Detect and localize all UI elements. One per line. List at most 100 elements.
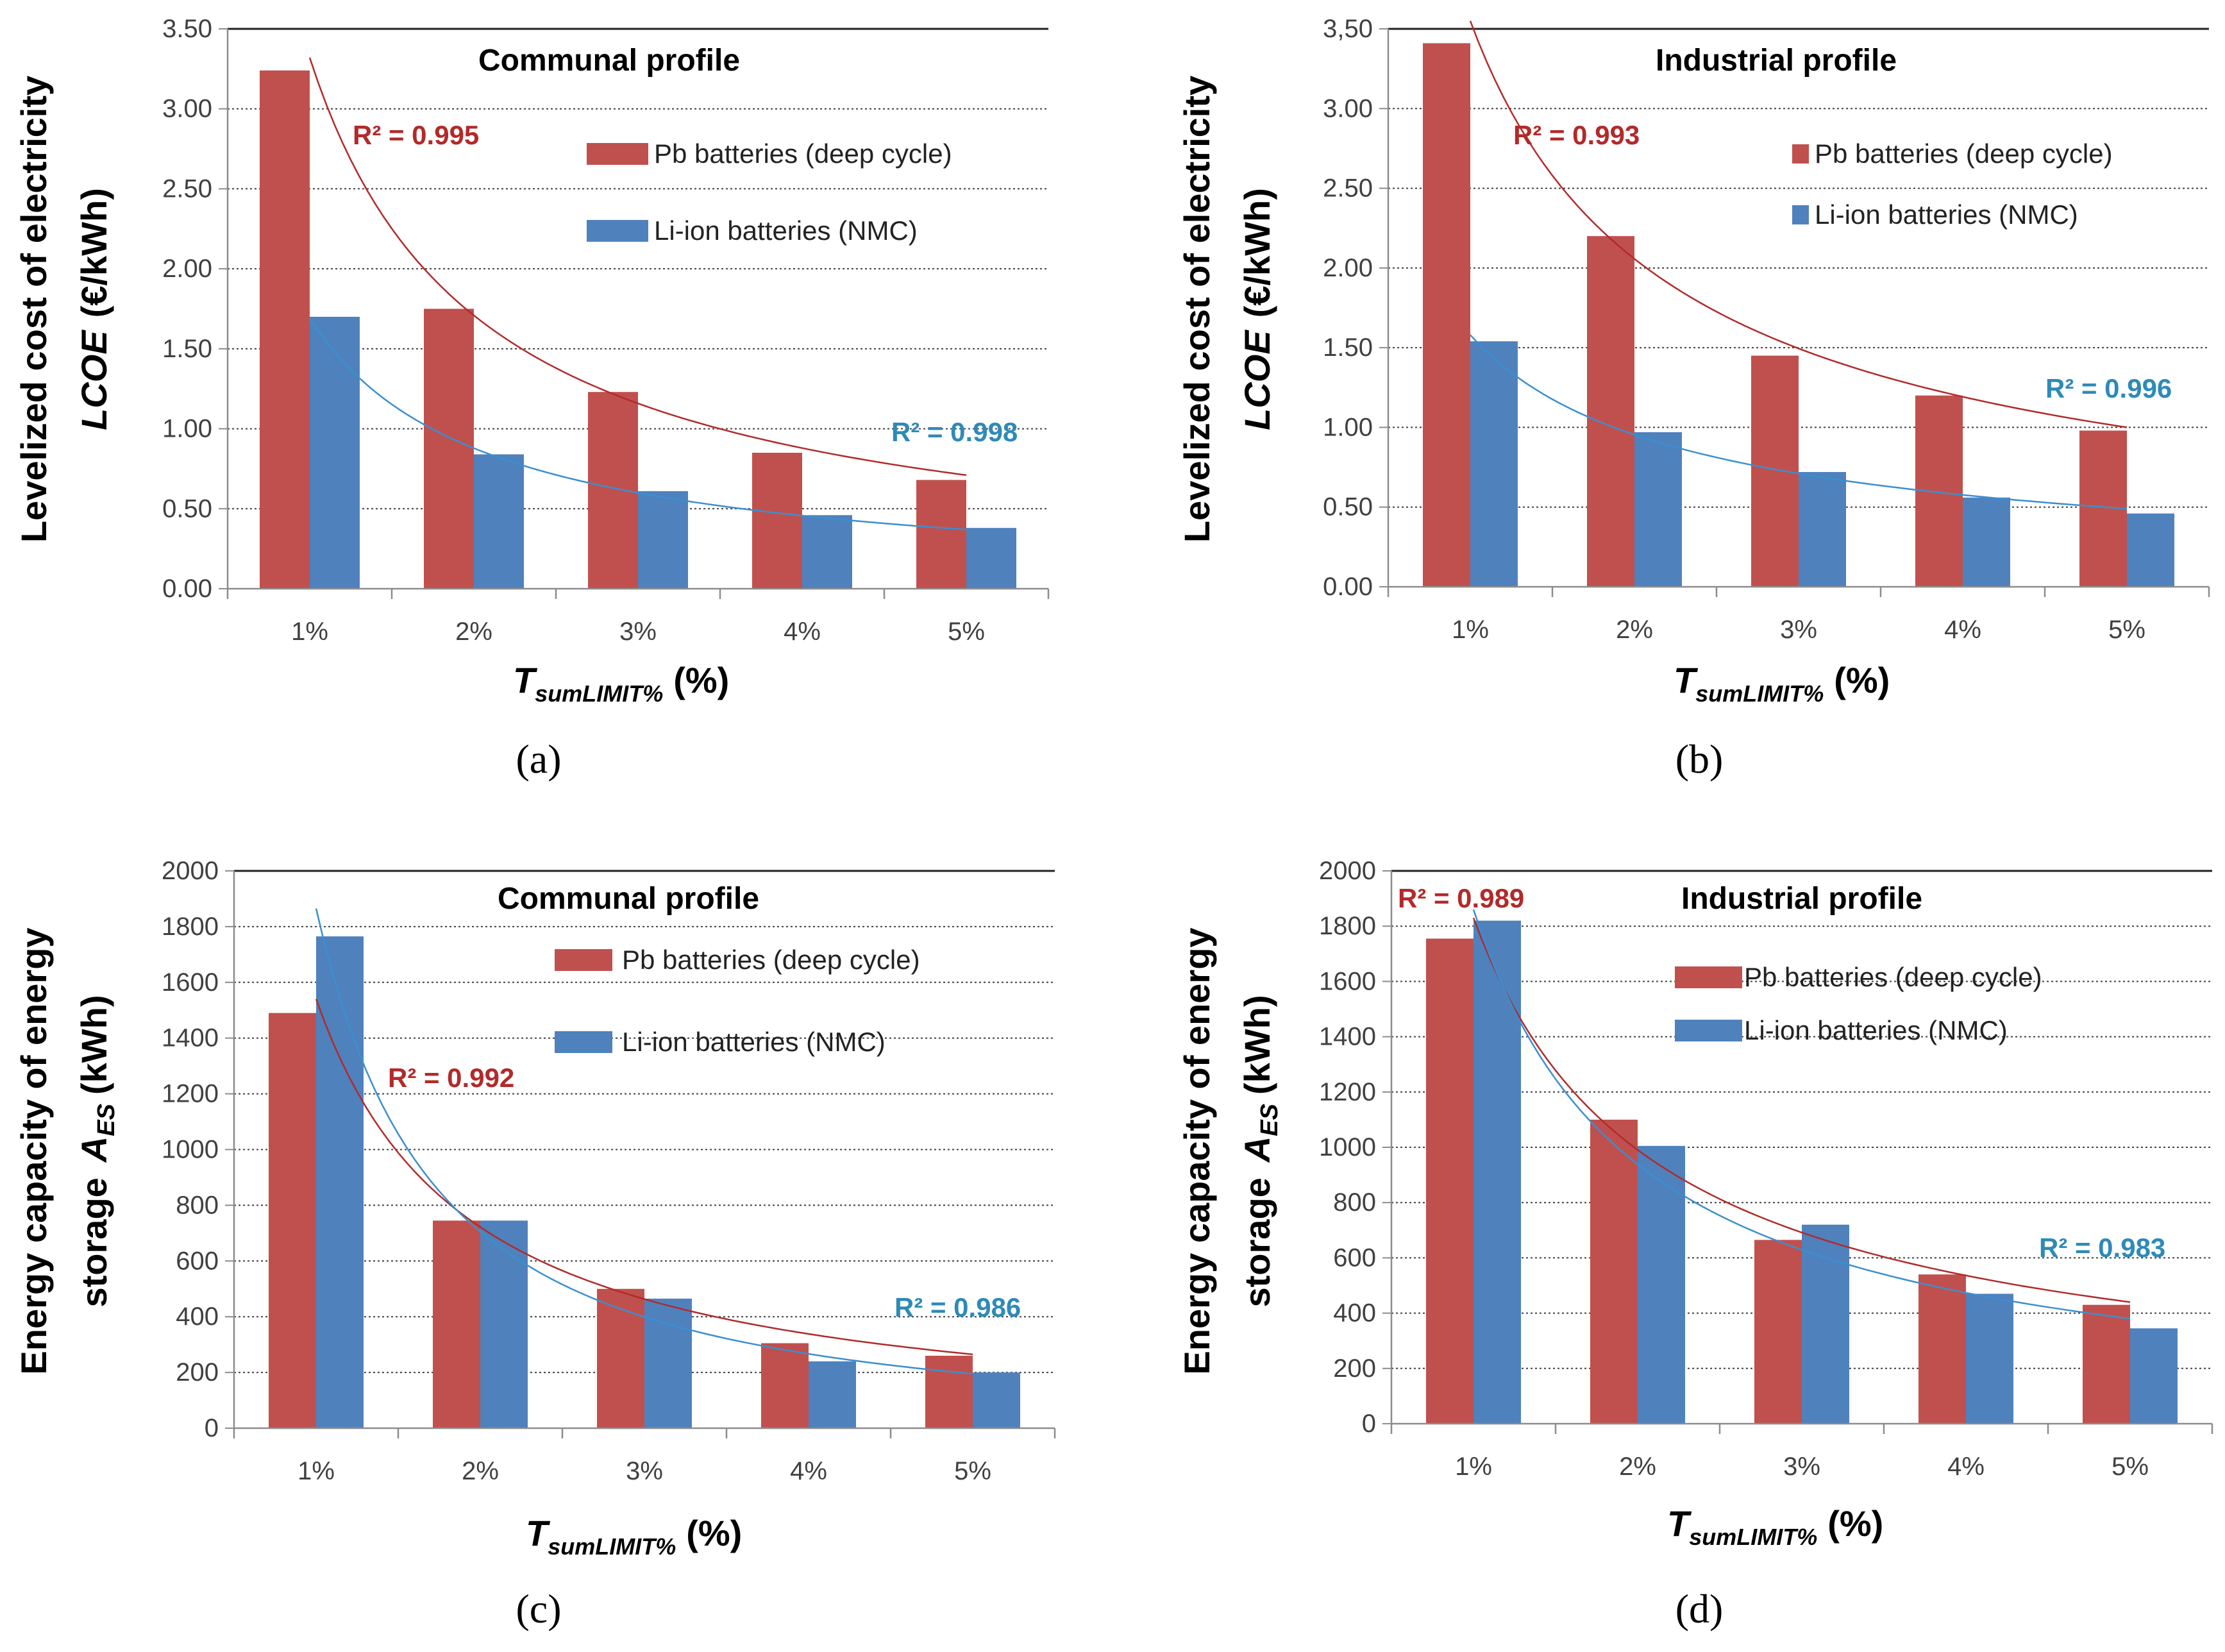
- y-tick-label: 1800: [1319, 912, 1376, 940]
- x-tick-label: 3%: [626, 1457, 663, 1485]
- bar-li-ion: [1799, 472, 1846, 587]
- y-label-variable: LCOE: [1237, 330, 1277, 430]
- y-tick-label: 1400: [1319, 1023, 1376, 1051]
- y-label-unit: (kWh): [74, 995, 114, 1095]
- trendline-li-ion: [1470, 334, 2128, 510]
- x-label-subscript: sumLIMIT%: [1695, 680, 1824, 707]
- x-axis-label: TsumLIMIT% (%): [526, 1513, 742, 1560]
- legend: Pb batteries (deep cycle) Li-ion batterie…: [555, 945, 920, 1057]
- legend-swatch-li-ion: [1675, 1020, 1742, 1041]
- x-label-variable: T: [513, 660, 538, 700]
- x-label-variable: T: [526, 1513, 551, 1553]
- x-label-variable: T: [1667, 1503, 1692, 1544]
- chart-panel-c: 0 200 400 600 800 1000 1200 1400 1600 1800 2000 1% 2…: [13, 857, 1056, 1631]
- y-axis-label-line2: LCOE (€/kWh): [1237, 188, 1277, 430]
- chart-panel-b: 0.00 0.50 1.00 1.50 2.00 2.50 3.00 3,50 1% 2% 3% 4%…: [1177, 15, 2210, 782]
- y-tick-label: 0: [1362, 1410, 1376, 1438]
- panel-label: (c): [516, 1586, 561, 1631]
- bar-pb: [260, 70, 310, 589]
- x-axis-label: TsumLIMIT% (%): [1667, 1503, 1883, 1550]
- bar-pb: [752, 452, 802, 589]
- y-label-prefix: storage: [74, 1177, 114, 1307]
- y-tick-label: 2.50: [162, 174, 212, 203]
- bar-li-ion: [1470, 341, 1518, 587]
- x-tick-label: 2%: [1616, 616, 1653, 644]
- y-axis-label-line2: LCOE (€/kWh): [74, 188, 114, 430]
- x-tick-label: 4%: [784, 618, 821, 646]
- x-tick-label: 1%: [1455, 1453, 1492, 1481]
- bar-pb: [1751, 355, 1799, 587]
- bar-pb: [588, 392, 638, 589]
- r2-label-li-ion: R² = 0.983: [2039, 1233, 2165, 1263]
- x-axis-label: TsumLIMIT% (%): [1674, 660, 1890, 707]
- legend-swatch-pb: [555, 949, 612, 971]
- bar-li-ion: [966, 528, 1016, 589]
- legend-label-li-ion: Li-ion batteries (NMC): [1815, 199, 2078, 230]
- y-axis-label-line1: Levelized cost of electricity: [1177, 76, 1217, 543]
- x-label-variable: T: [1674, 660, 1699, 700]
- x-label-subscript: sumLIMIT%: [535, 680, 663, 707]
- trendline-li-ion: [308, 317, 967, 530]
- bar-li-ion: [973, 1372, 1020, 1428]
- r2-label-pb: R² = 0.993: [1513, 120, 1640, 150]
- y-label-unit: (€/kWh): [74, 188, 114, 317]
- r2-label-li-ion: R² = 0.996: [2045, 373, 2172, 403]
- y-tick-label: 1200: [1319, 1078, 1376, 1106]
- x-tick-label: 2%: [462, 1457, 499, 1485]
- y-axis-label-line1: Levelized cost of electricity: [13, 76, 54, 543]
- bar-li-ion: [310, 316, 360, 589]
- y-tick-label: 400: [176, 1302, 219, 1331]
- y-tick-label: 1.00: [1323, 413, 1373, 441]
- bar-li-ion: [1963, 497, 2010, 587]
- x-tick-label: 3%: [1783, 1453, 1820, 1481]
- y-tick-label: 800: [1333, 1188, 1376, 1217]
- legend-swatch-li-ion: [1792, 205, 1809, 224]
- bar-pb: [597, 1288, 644, 1428]
- bar-pb: [2083, 1304, 2130, 1424]
- y-label-prefix: storage: [1237, 1177, 1277, 1307]
- y-tick-label: 2000: [162, 857, 219, 885]
- x-tick-label: 4%: [1944, 616, 1981, 644]
- y-tick-label: 2.50: [1323, 174, 1373, 203]
- x-label-subscript: sumLIMIT%: [1689, 1524, 1817, 1550]
- x-tick-label: 3%: [619, 618, 657, 646]
- x-tick-label: 2%: [1619, 1453, 1656, 1481]
- legend-label-pb: Pb batteries (deep cycle): [654, 139, 952, 169]
- y-axis-label-line2: storage AES (kWh): [1237, 995, 1283, 1308]
- x-tick-label: 5%: [948, 618, 985, 646]
- bar-pb: [1919, 1274, 1966, 1424]
- bar-pb: [761, 1343, 809, 1428]
- x-tick-label: 4%: [1947, 1453, 1985, 1481]
- x-tick-label: 1%: [291, 618, 328, 646]
- y-tick-label: 2.00: [1323, 254, 1373, 282]
- x-label-unit: (%): [673, 660, 729, 700]
- bar-li-ion: [2127, 513, 2174, 587]
- bar-li-ion: [1802, 1224, 1849, 1424]
- panel-label: (a): [516, 736, 561, 782]
- y-tick-label: 600: [176, 1247, 219, 1275]
- bar-li-ion: [638, 491, 688, 589]
- y-axis-label-line1: Energy capacity of energy: [1177, 927, 1217, 1374]
- panel-label: (d): [1675, 1586, 1724, 1631]
- trendline-li-ion: [315, 908, 973, 1375]
- y-tick-label: 200: [176, 1358, 219, 1386]
- y-label-subscript: ES: [93, 1104, 120, 1136]
- y-tick-label: 400: [1333, 1299, 1376, 1328]
- x-tick-label: 3%: [1780, 616, 1817, 644]
- legend-swatch-pb: [587, 143, 648, 165]
- x-label-unit: (%): [1834, 660, 1890, 700]
- y-tick-label: 0.50: [1323, 493, 1373, 521]
- chart-panel-d: 0 200 400 600 800 1000 1200 1400 1600 1800 2000 1% 2…: [1177, 857, 2213, 1631]
- bar-pb: [1754, 1240, 1802, 1424]
- bar-li-ion: [1638, 1145, 1685, 1424]
- y-tick-label: 0.00: [1323, 573, 1373, 601]
- bar-li-ion: [1966, 1294, 2013, 1424]
- legend-label-pb: Pb batteries (deep cycle): [1744, 962, 2042, 992]
- y-tick-label: 1000: [1319, 1133, 1376, 1161]
- trendline-pb: [315, 999, 973, 1356]
- trendline-pb: [308, 57, 967, 476]
- legend: Pb batteries (deep cycle) Li-ion batterie…: [1675, 962, 2042, 1045]
- bar-pb: [916, 480, 966, 589]
- bar-pb: [269, 1013, 316, 1428]
- y-tick-label: 0.50: [162, 494, 212, 523]
